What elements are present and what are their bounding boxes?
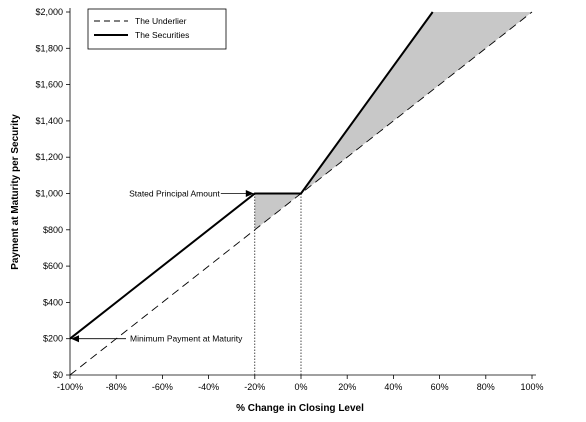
x-tick-label: 80% bbox=[477, 382, 495, 392]
y-tick-label: $400 bbox=[43, 297, 63, 307]
y-axis-title: Payment at Maturity per Security bbox=[10, 114, 21, 270]
y-tick-label: $200 bbox=[43, 334, 63, 344]
x-tick-label: 20% bbox=[338, 382, 356, 392]
x-tick-label: -40% bbox=[198, 382, 219, 392]
x-axis-title: % Change in Closing Level bbox=[236, 403, 364, 414]
y-tick-label: $2,000 bbox=[35, 7, 63, 17]
annotation-arrow-head bbox=[71, 335, 79, 343]
x-tick-label: 40% bbox=[384, 382, 402, 392]
x-tick-label: 0% bbox=[294, 382, 307, 392]
legend: The Underlier The Securities bbox=[87, 8, 227, 50]
series-line-the-securities bbox=[70, 11, 434, 340]
y-tick-label: $0 bbox=[53, 370, 63, 380]
shaded-region-2 bbox=[301, 12, 539, 194]
x-tick-label: -60% bbox=[152, 382, 173, 392]
annotation-arrow-head bbox=[245, 190, 254, 197]
annotation-minimum-payment: Minimum Payment at Maturity bbox=[130, 334, 243, 344]
x-tick-label: 60% bbox=[431, 382, 449, 392]
y-tick-label: $1,000 bbox=[35, 189, 63, 199]
y-tick-label: $600 bbox=[43, 261, 63, 271]
y-tick-label: $1,600 bbox=[35, 80, 63, 90]
y-tick-label: $800 bbox=[43, 225, 63, 235]
legend-label-securities: The Securities bbox=[135, 30, 189, 40]
y-tick-label: $1,400 bbox=[35, 116, 63, 126]
x-tick-label: 100% bbox=[520, 382, 543, 392]
x-tick-label: -20% bbox=[244, 382, 265, 392]
y-tick-label: $1,800 bbox=[35, 43, 63, 53]
y-tick-label: $1,200 bbox=[35, 152, 63, 162]
x-tick-label: -80% bbox=[106, 382, 127, 392]
annotation-stated-principal: Stated Principal Amount bbox=[129, 189, 220, 199]
legend-label-underlier: The Underlier bbox=[135, 16, 187, 26]
x-tick-label: -100% bbox=[57, 382, 83, 392]
legend-box bbox=[87, 8, 227, 50]
